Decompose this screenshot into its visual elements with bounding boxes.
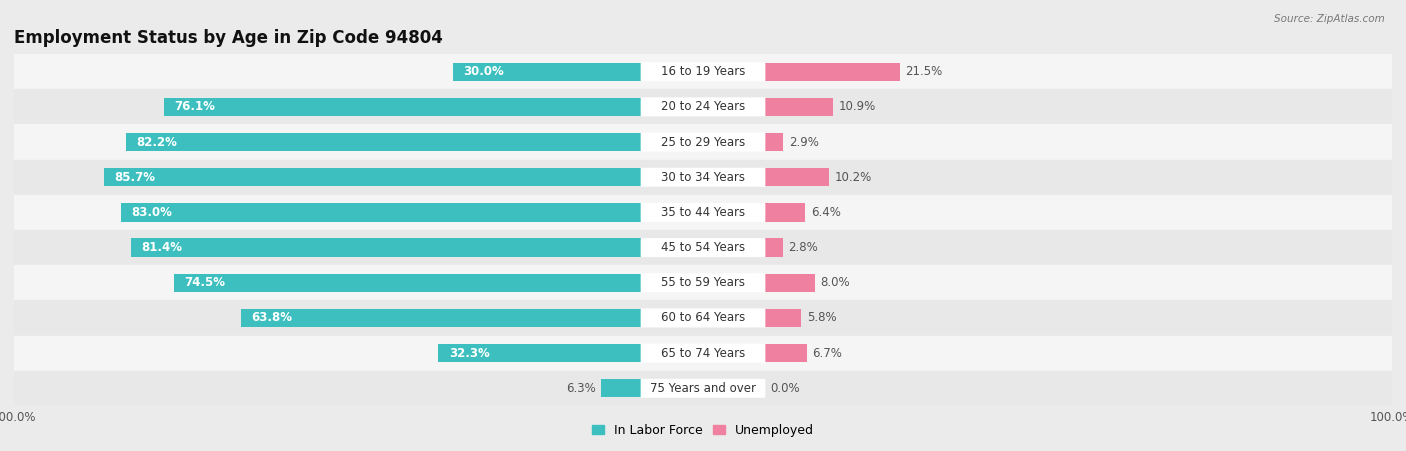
Text: 82.2%: 82.2%: [136, 136, 177, 148]
Bar: [439, 344, 641, 362]
FancyBboxPatch shape: [641, 97, 765, 116]
Bar: [14, 300, 1392, 336]
Bar: [14, 230, 1392, 265]
Text: 81.4%: 81.4%: [141, 241, 181, 254]
Text: 5.8%: 5.8%: [807, 312, 837, 324]
FancyBboxPatch shape: [641, 238, 765, 257]
Bar: [765, 168, 830, 186]
Text: 75 Years and over: 75 Years and over: [650, 382, 756, 395]
Bar: [765, 309, 801, 327]
Text: 20 to 24 Years: 20 to 24 Years: [661, 101, 745, 113]
Text: 16 to 19 Years: 16 to 19 Years: [661, 65, 745, 78]
FancyBboxPatch shape: [641, 168, 765, 187]
FancyBboxPatch shape: [641, 273, 765, 292]
Bar: [14, 89, 1392, 124]
Text: 6.4%: 6.4%: [811, 206, 841, 219]
Text: 74.5%: 74.5%: [184, 276, 225, 289]
Bar: [121, 203, 641, 221]
FancyBboxPatch shape: [641, 379, 765, 398]
Text: 2.8%: 2.8%: [789, 241, 818, 254]
Text: 2.9%: 2.9%: [789, 136, 818, 148]
Bar: [174, 274, 641, 292]
Text: 60 to 64 Years: 60 to 64 Years: [661, 312, 745, 324]
Legend: In Labor Force, Unemployed: In Labor Force, Unemployed: [586, 419, 820, 442]
Bar: [14, 336, 1392, 371]
Text: 32.3%: 32.3%: [449, 347, 489, 359]
Bar: [240, 309, 641, 327]
Text: 83.0%: 83.0%: [131, 206, 172, 219]
Text: 30 to 34 Years: 30 to 34 Years: [661, 171, 745, 184]
Text: 35 to 44 Years: 35 to 44 Years: [661, 206, 745, 219]
Text: 76.1%: 76.1%: [174, 101, 215, 113]
Text: 21.5%: 21.5%: [905, 65, 942, 78]
Bar: [14, 54, 1392, 89]
Bar: [165, 98, 641, 116]
Bar: [14, 371, 1392, 406]
Bar: [765, 203, 806, 221]
FancyBboxPatch shape: [641, 344, 765, 363]
Text: 6.3%: 6.3%: [567, 382, 596, 395]
Bar: [125, 133, 641, 151]
FancyBboxPatch shape: [641, 133, 765, 152]
Bar: [14, 265, 1392, 300]
Text: Source: ZipAtlas.com: Source: ZipAtlas.com: [1274, 14, 1385, 23]
Bar: [453, 63, 641, 81]
Text: 8.0%: 8.0%: [821, 276, 851, 289]
Bar: [14, 195, 1392, 230]
Text: 55 to 59 Years: 55 to 59 Years: [661, 276, 745, 289]
Bar: [14, 124, 1392, 160]
FancyBboxPatch shape: [641, 62, 765, 81]
Text: 63.8%: 63.8%: [252, 312, 292, 324]
FancyBboxPatch shape: [641, 203, 765, 222]
Bar: [131, 239, 641, 257]
Bar: [104, 168, 641, 186]
Text: 25 to 29 Years: 25 to 29 Years: [661, 136, 745, 148]
Text: Employment Status by Age in Zip Code 94804: Employment Status by Age in Zip Code 948…: [14, 29, 443, 47]
Text: 10.9%: 10.9%: [839, 101, 876, 113]
FancyBboxPatch shape: [641, 308, 765, 327]
Bar: [765, 133, 783, 151]
Text: 10.2%: 10.2%: [835, 171, 872, 184]
Bar: [765, 344, 807, 362]
Bar: [602, 379, 641, 397]
Text: 6.7%: 6.7%: [813, 347, 842, 359]
Bar: [14, 160, 1392, 195]
Text: 0.0%: 0.0%: [770, 382, 800, 395]
Text: 65 to 74 Years: 65 to 74 Years: [661, 347, 745, 359]
Text: 30.0%: 30.0%: [463, 65, 503, 78]
Bar: [765, 239, 783, 257]
Bar: [765, 63, 900, 81]
Bar: [765, 274, 815, 292]
Bar: [765, 98, 834, 116]
Text: 85.7%: 85.7%: [114, 171, 155, 184]
Text: 45 to 54 Years: 45 to 54 Years: [661, 241, 745, 254]
